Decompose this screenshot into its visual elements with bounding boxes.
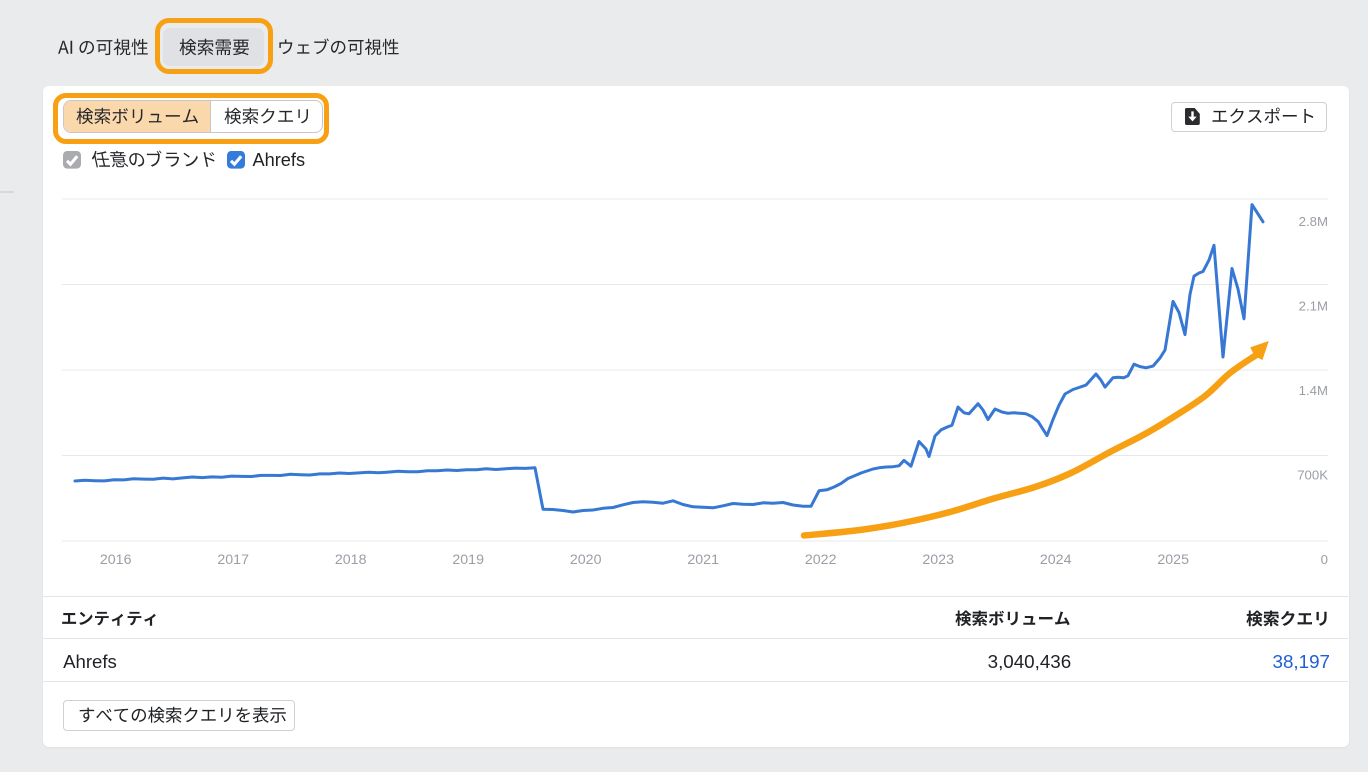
svg-text:1.4M: 1.4M [1299,383,1328,398]
svg-text:2021: 2021 [687,552,719,568]
svg-text:2.1M: 2.1M [1299,299,1328,314]
svg-text:2025: 2025 [1157,552,1189,568]
svg-text:2019: 2019 [452,552,484,568]
svg-text:0: 0 [1321,552,1328,567]
svg-text:2018: 2018 [335,552,367,568]
svg-text:2017: 2017 [217,552,249,568]
svg-text:2022: 2022 [805,552,837,568]
svg-text:2020: 2020 [570,552,602,568]
svg-text:2023: 2023 [922,552,954,568]
svg-text:2016: 2016 [100,552,132,568]
svg-text:2024: 2024 [1040,552,1072,568]
svg-text:2.8M: 2.8M [1299,214,1328,229]
svg-text:700K: 700K [1297,468,1328,483]
